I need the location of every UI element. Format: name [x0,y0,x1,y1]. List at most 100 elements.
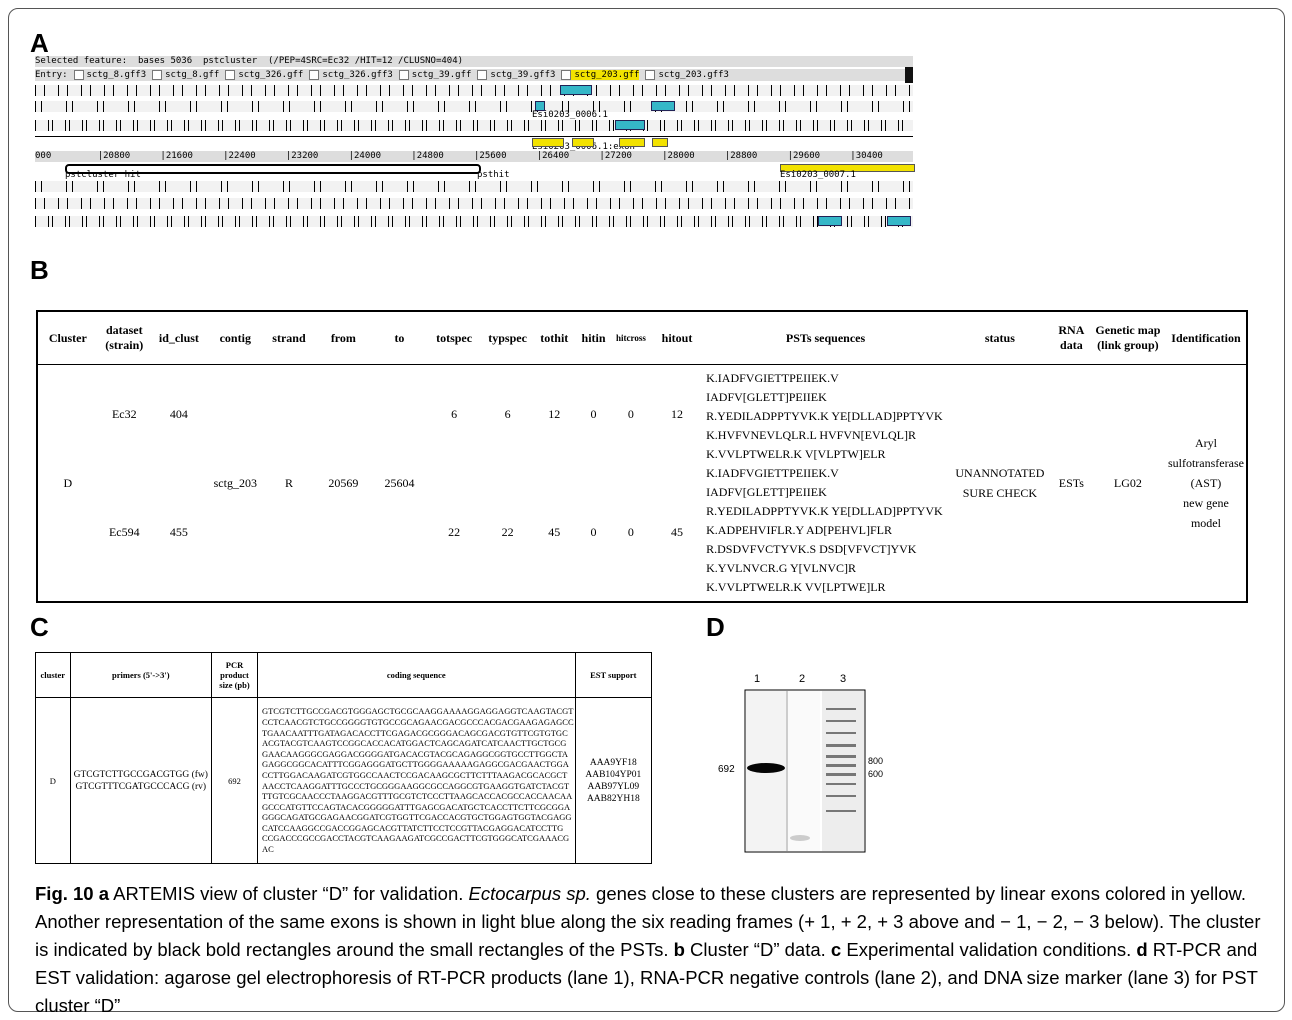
cell: 45 [548,525,561,539]
pst-sequence: R.YEDILADPPTYVK.K YE[DLLAD]PPTYVK [706,504,943,518]
identification-line: Aryl [1194,436,1217,450]
column-header: contig [206,311,264,365]
ruler-label: |22400 [223,151,256,161]
sequence-line: GGGCAGATGCGAGAACGGATCGTGGTTCGACCACGTGCTG… [261,812,572,823]
exon [572,138,594,147]
ruler-label: |20800 [97,151,131,161]
lane-label: 1 [754,673,760,685]
cell: 12 [671,407,683,421]
cell: R [284,475,293,490]
pst-sequence: K.ADPEHVIFLR.Y AD[PEHVL]FLR [706,523,893,537]
caption-text: ARTEMIS view of cluster “D” for validati… [109,883,469,904]
cell: Ec32 [111,407,137,421]
exon-frame [887,216,911,226]
exon [780,164,915,172]
pst-sequence: R.YEDILADPPTYVK.K YE[DLLAD]PPTYVK [706,409,943,423]
ruler-label: |24000 [348,151,382,161]
column-header: hitout [649,311,705,365]
entry-name: sctg_203.gff3 [658,70,729,80]
pst-sequence: K.IADFVGIETTPEIIEK.V IADFV[GLETT]PEIIEK [706,371,839,404]
column-header: PCR product size (pb) [211,652,258,698]
lane [788,691,820,851]
sequence-line: GAACAAGGGCGAGGACGGGGATGACACGTACGCAGAGGCG… [261,748,569,759]
cell: 45 [671,525,683,539]
est-id: AAB97YL09 [587,781,640,792]
column-header: primers (5'->3') [70,652,213,698]
pst-sequence: K.VVLPTWELR.K VV[LPTWE]LR [706,580,886,594]
column-header: totspec [426,311,482,365]
ruler-label: |21600 [160,151,193,161]
column-header: status [946,311,1053,365]
column-header: dataset (strain) [97,311,151,365]
ruler-label: |26400 [536,151,570,161]
cell: 6 [504,407,511,421]
caption: Fig. 10 a ARTEMIS view of cluster “D” fo… [35,880,1270,1020]
ruler: 000 |20800 |21600 |22400 |23200 |24000 |24800 |… [35,151,913,162]
marker-label: 600 [868,769,883,779]
column-header: id_clust [150,311,207,365]
marker-label: 800 [868,756,883,766]
gel: 1 2 3 692 800 600 [718,673,883,853]
sequence-line: CATCCAAGGCCGACCGGAGCACGTTATCTTCCTCCGTTAC… [261,822,564,833]
identification-line: (AST) [1190,476,1222,490]
primer: GTCGTCTTGCCGACGTGG (fw) [73,769,208,780]
feature-label: Esi0203_0007.1 [780,170,856,180]
exon-frame [535,101,545,111]
selected-feature: Selected feature: bases 5036 pstcluster … [35,56,913,67]
cell: GTCGTCTTGCCGACGTGGGAGCTGCGCAAGGAAAAGGAGG… [257,697,576,864]
cell: 0 [590,407,597,421]
ruler-label: |25600 [474,151,507,161]
cell: 22 [448,525,461,539]
data-row: D GTCGTCTTGCCGACGTGG (fw) GTCGTTTCGATGCCCA… [35,697,653,864]
status-line: UNANNOTATED [955,466,1045,480]
cell: UNANNOTATED SURE CHECK [947,365,1053,603]
cluster-table: Cluster dataset (strain) id_clust contig str… [36,310,1248,603]
status-line: SURE CHECK [962,486,1038,500]
checkbox [225,70,236,80]
scroll-block [905,67,913,83]
cell: Aryl sulfotransferase (AST) new gene model [1166,365,1247,603]
header-row: Cluster dataset (strain) id_clust contig str… [37,311,1247,365]
caption-text: Experimental validation conditions. [841,939,1137,960]
cell: 20569 [328,475,359,490]
entry-name: sctg_203.gff [574,70,640,80]
frame-track [35,101,913,112]
checkbox [398,70,409,80]
cell: ESTs [1058,475,1084,490]
cell: Ec594 [108,525,140,539]
entry-name: sctg_8.gff3 [86,70,147,80]
band-label: 692 [718,764,735,775]
entry: sctg_326.gff3 [309,70,393,80]
pst-sequence: R.DSDVFVCTYVK.S DSD[VFVCT]YVK [706,542,917,556]
data-row: D Ec32 404 sctg_203 R 20569 25604 6 6 12 0 0 12 K.IAD… [37,365,1247,530]
ladder [826,708,856,812]
caption-bold: b [673,939,685,960]
pst-sequence: K.YVLNVCR.G Y[VLNVC]R [706,561,856,575]
est-id: AAA9YF18 [589,757,637,768]
identification-line: sulfotransferase [1167,456,1244,470]
sequence-line: GAGGCGGCACATTTCGGAGGGATGCTTGGGGAAAAAGAGG… [261,759,569,770]
ruler-label: |28000 [662,151,695,161]
cell: 0 [627,525,634,539]
entry-name: sctg_326.gff [238,70,304,80]
ruler-label: 000 [35,151,52,161]
entry: sctg_326.gff [225,70,303,80]
ruler-label: |27200 [599,151,632,161]
panel-label: B [30,255,49,285]
sequence-line: CCTTGGACAAGATCGTGGCCAACTCCGACAAGCGCTTCTT… [261,769,568,780]
data-row: Ec594 455 22 22 45 0 0 45 K.IADFVGIETTPEIIEK.V I… [37,464,1247,602]
entry: sctg_203.gff3 [645,70,729,80]
cell: 6 [451,407,458,421]
ruler-label: |24800 [411,151,444,161]
exon [652,138,668,147]
caption-text: RT-PCR and EST validation: agarose gel e… [35,939,1258,1016]
column-header: from [314,311,373,365]
sequence-line: CCGACCCGCCGACCTACGTCAAGAAGATCGCCGACTTCGT… [261,833,570,844]
frame-track [35,120,913,131]
est-id: AAB104YP01 [585,769,642,780]
entry: sctg_203.gff [561,70,640,80]
cell: 0 [627,407,634,421]
feature-label: Esi0203_0006.1:exon [532,142,635,152]
column-header: EST support [575,652,653,698]
